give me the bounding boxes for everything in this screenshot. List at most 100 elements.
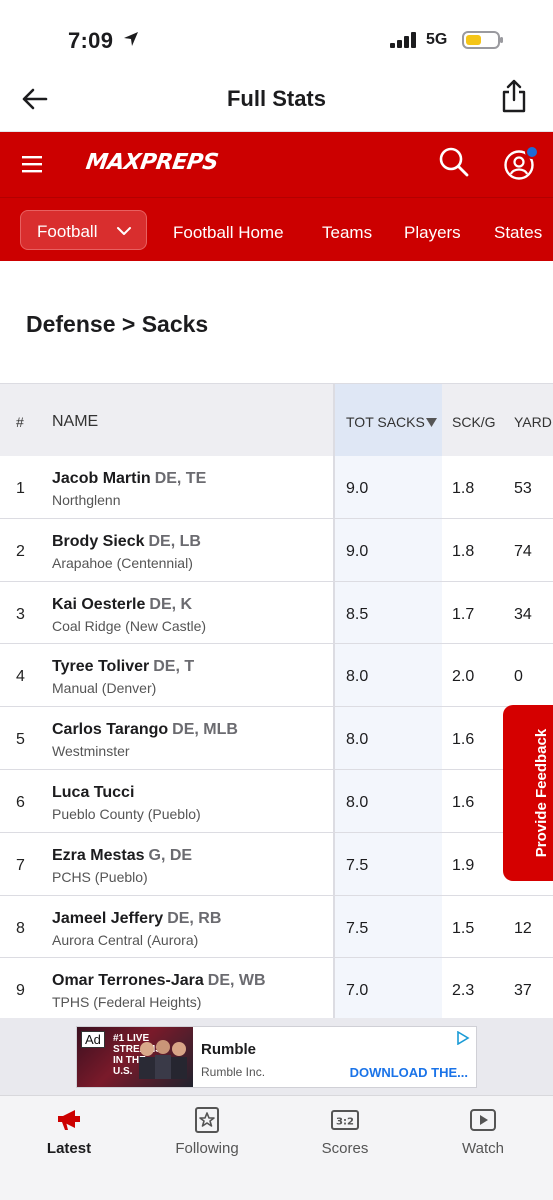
tot-sacks-cell: 7.5 <box>346 856 369 874</box>
column-header-tot-sacks[interactable]: TOT SACKS <box>346 414 425 430</box>
player-name-link[interactable]: Jacob Martin DE, TE <box>52 470 206 488</box>
cellular-signal-icon <box>390 32 416 48</box>
column-header-rank: # <box>16 414 24 430</box>
battery-icon <box>462 31 503 49</box>
sorted-column-cell-bg <box>334 895 442 958</box>
megaphone-icon <box>58 1110 80 1130</box>
school-name: Pueblo County (Pueblo) <box>52 805 201 822</box>
ad-banner[interactable]: Ad #1 LIVE STREAMS IN THE U.S. Rumble Ru… <box>76 1026 477 1088</box>
back-arrow-icon[interactable] <box>18 82 52 116</box>
ad-badge: Ad <box>81 1031 105 1048</box>
nav-link-players[interactable]: Players <box>404 223 461 242</box>
school-name: TPHS (Federal Heights) <box>52 994 202 1011</box>
logo-text: MAXPREPS <box>84 150 220 175</box>
table-row[interactable]: 5 Carlos Tarango DE, MLB Westminster 8.0 1.6 <box>0 707 553 770</box>
yards-cell: 37 <box>514 982 532 1000</box>
sorted-column-cell-bg <box>334 581 442 644</box>
rank-cell: 4 <box>16 668 25 686</box>
bottom-tab-bar: Latest Following 3:2 Scores Watch <box>0 1095 553 1200</box>
account-icon[interactable] <box>503 149 535 181</box>
tab-watch[interactable]: Watch <box>414 1096 552 1176</box>
tot-sacks-cell: 8.0 <box>346 731 369 749</box>
nav-link-states[interactable]: States <box>494 223 543 242</box>
table-row[interactable]: 7 Ezra Mestas G, DE PCHS (Pueblo) 7.5 1.9 <box>0 832 553 896</box>
sport-nav: Football Football Home Teams Players Sta… <box>0 197 553 261</box>
table-row[interactable]: 8 Jameel Jeffery DE, RB Aurora Central (Aur… <box>0 895 553 959</box>
ad-choices-icon[interactable] <box>456 1031 470 1045</box>
sport-dropdown[interactable]: Football <box>20 210 147 250</box>
player-position: DE, MLB <box>172 721 238 739</box>
player-name: Luca Tucci <box>52 783 135 801</box>
sacks-per-game-cell: 1.6 <box>452 793 475 811</box>
share-icon[interactable] <box>499 78 529 114</box>
ad-advertiser: Rumble Inc. <box>201 1065 266 1079</box>
sorted-column-cell-bg <box>334 456 442 518</box>
tab-latest[interactable]: Latest <box>0 1096 138 1176</box>
column-header-sck-g[interactable]: SCK/G <box>452 414 496 430</box>
maxpreps-logo[interactable]: MAXPREPS <box>84 148 219 182</box>
player-name-link[interactable]: Ezra Mestas G, DE <box>52 847 192 865</box>
ad-people-image-icon <box>139 1040 187 1079</box>
provide-feedback-button[interactable]: Provide Feedback <box>503 705 553 881</box>
tab-following[interactable]: Following <box>138 1096 276 1176</box>
column-divider <box>333 832 335 895</box>
tot-sacks-cell: 8.5 <box>346 605 369 623</box>
column-divider <box>333 384 335 456</box>
column-divider <box>333 769 335 832</box>
stats-table: # NAME TOT SACKS SCK/G YARD 1 Jacob Marti… <box>0 383 553 1022</box>
tab-label: Watch <box>462 1140 504 1157</box>
table-row[interactable]: 2 Brody Sieck DE, LB Arapahoe (Centennial) 9… <box>0 518 553 582</box>
player-name: Carlos Tarango <box>52 721 169 739</box>
page-title: Full Stats <box>226 86 326 111</box>
star-bookmark-icon <box>195 1107 219 1133</box>
table-row[interactable]: 3 Kai Oesterle DE, K Coal Ridge (New Castle… <box>0 581 553 645</box>
player-position: DE, TE <box>154 470 207 487</box>
sorted-column-cell-bg <box>334 958 442 1021</box>
column-header-yards[interactable]: YARD <box>514 414 552 430</box>
player-name-link[interactable]: Kai Oesterle DE, K <box>52 596 192 614</box>
notification-dot <box>525 145 539 159</box>
player-name-link[interactable]: Luca Tucci <box>52 784 138 802</box>
ad-thumbnail: Ad #1 LIVE STREAMS IN THE U.S. <box>77 1027 193 1087</box>
tot-sacks-cell: 9.0 <box>346 542 369 560</box>
search-icon[interactable] <box>438 146 470 178</box>
school-name: Arapahoe (Centennial) <box>52 554 193 571</box>
tab-label: Following <box>175 1140 239 1157</box>
column-divider <box>333 707 335 769</box>
column-divider <box>333 581 335 644</box>
nav-link-football-home[interactable]: Football Home <box>173 223 284 242</box>
player-name-link[interactable]: Tyree Toliver DE, T <box>52 658 194 676</box>
rank-cell: 9 <box>16 982 25 1000</box>
school-name: PCHS (Pueblo) <box>52 868 148 885</box>
sacks-per-game-cell: 1.6 <box>452 731 475 749</box>
player-name: Ezra Mestas <box>52 846 145 864</box>
tot-sacks-cell: 9.0 <box>346 480 369 497</box>
player-name-link[interactable]: Jameel Jeffery DE, RB <box>52 910 221 928</box>
school-name: Manual (Denver) <box>52 680 157 697</box>
tab-scores[interactable]: 3:2 Scores <box>276 1096 414 1176</box>
sort-descending-icon <box>426 418 437 427</box>
table-row[interactable]: 4 Tyree Toliver DE, T Manual (Denver) 8.0 2.0… <box>0 644 553 708</box>
sorted-column-cell-bg <box>334 707 442 769</box>
tot-sacks-cell: 8.0 <box>346 668 369 686</box>
nav-link-teams[interactable]: Teams <box>322 223 373 242</box>
hamburger-menu-icon[interactable] <box>22 154 44 174</box>
ad-download-button[interactable]: DOWNLOAD THE... <box>349 1065 468 1080</box>
column-header-name[interactable]: NAME <box>52 413 99 430</box>
brand-bar: MAXPREPS <box>0 132 553 197</box>
ad-thumbnail-text: #1 LIVE STREAMS IN THE U.S. <box>113 1033 162 1077</box>
section-title: Defense > Sacks <box>26 311 209 337</box>
player-name-link[interactable]: Omar Terrones-Jara DE, WB <box>52 972 266 990</box>
player-name: Jameel Jeffery <box>52 909 164 927</box>
player-position: DE, T <box>153 658 195 676</box>
table-row[interactable]: 6 Luca Tucci Pueblo County (Pueblo) 8.0 1.6 <box>0 769 553 833</box>
player-name-link[interactable]: Brody Sieck DE, LB <box>52 533 201 551</box>
sorted-column-highlight <box>334 384 442 457</box>
yards-cell: 12 <box>514 919 532 937</box>
table-row[interactable]: 9 Omar Terrones-Jara DE, WB TPHS (Federal H… <box>0 958 553 1022</box>
table-row[interactable]: 1 Jacob Martin DE, TE Northglenn 9.0 1.8 53 <box>0 456 553 519</box>
player-name-link[interactable]: Carlos Tarango DE, MLB <box>52 721 238 739</box>
chevron-down-icon <box>117 227 131 235</box>
sacks-per-game-cell: 1.8 <box>452 480 475 497</box>
sport-dropdown-label: Football <box>37 222 98 241</box>
